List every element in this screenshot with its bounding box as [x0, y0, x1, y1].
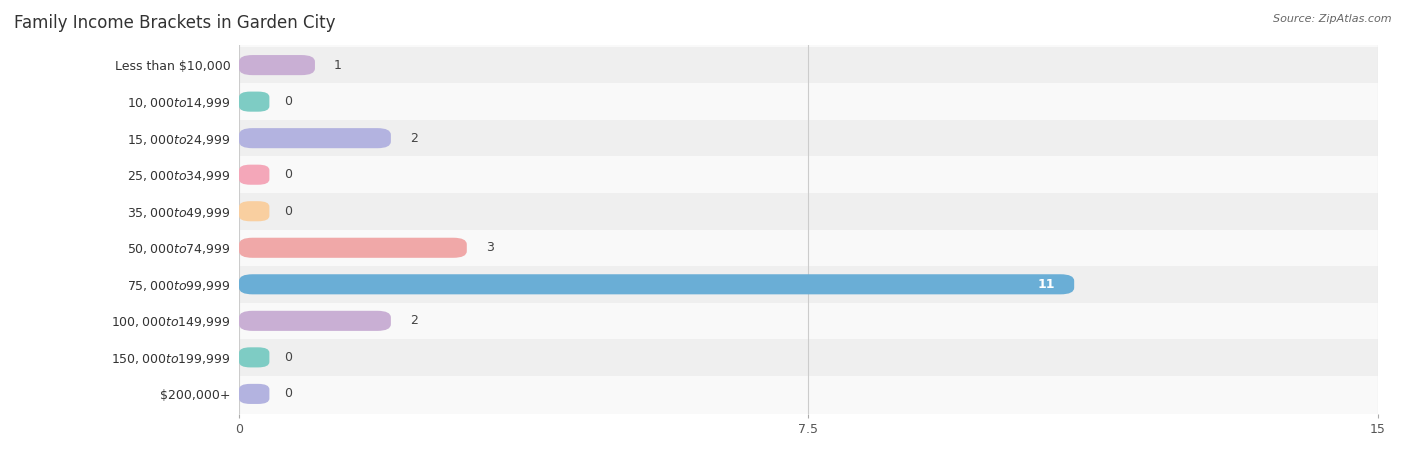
- Text: 0: 0: [284, 168, 292, 181]
- FancyBboxPatch shape: [239, 92, 270, 112]
- Text: 0: 0: [284, 95, 292, 108]
- FancyBboxPatch shape: [239, 238, 467, 258]
- FancyBboxPatch shape: [239, 274, 1074, 294]
- Bar: [239, 83, 1378, 120]
- Text: Source: ZipAtlas.com: Source: ZipAtlas.com: [1274, 14, 1392, 23]
- Bar: [239, 47, 1378, 83]
- Text: 11: 11: [1038, 278, 1054, 291]
- Bar: [239, 266, 1378, 302]
- FancyBboxPatch shape: [239, 128, 391, 148]
- Bar: [239, 376, 1378, 412]
- Bar: [239, 339, 1378, 376]
- FancyBboxPatch shape: [239, 165, 270, 185]
- Text: 0: 0: [284, 351, 292, 364]
- FancyBboxPatch shape: [239, 347, 270, 367]
- FancyBboxPatch shape: [239, 201, 270, 221]
- Text: 2: 2: [411, 315, 418, 327]
- Text: 0: 0: [284, 387, 292, 400]
- FancyBboxPatch shape: [239, 55, 315, 75]
- Bar: [239, 230, 1378, 266]
- Text: 1: 1: [335, 58, 342, 72]
- Text: 0: 0: [284, 205, 292, 218]
- Bar: [239, 157, 1378, 193]
- Bar: [239, 120, 1378, 157]
- Text: 2: 2: [411, 132, 418, 144]
- FancyBboxPatch shape: [239, 384, 270, 404]
- FancyBboxPatch shape: [239, 311, 391, 331]
- Bar: [239, 193, 1378, 230]
- Text: Family Income Brackets in Garden City: Family Income Brackets in Garden City: [14, 14, 336, 32]
- Bar: [239, 302, 1378, 339]
- Text: 3: 3: [486, 241, 494, 254]
